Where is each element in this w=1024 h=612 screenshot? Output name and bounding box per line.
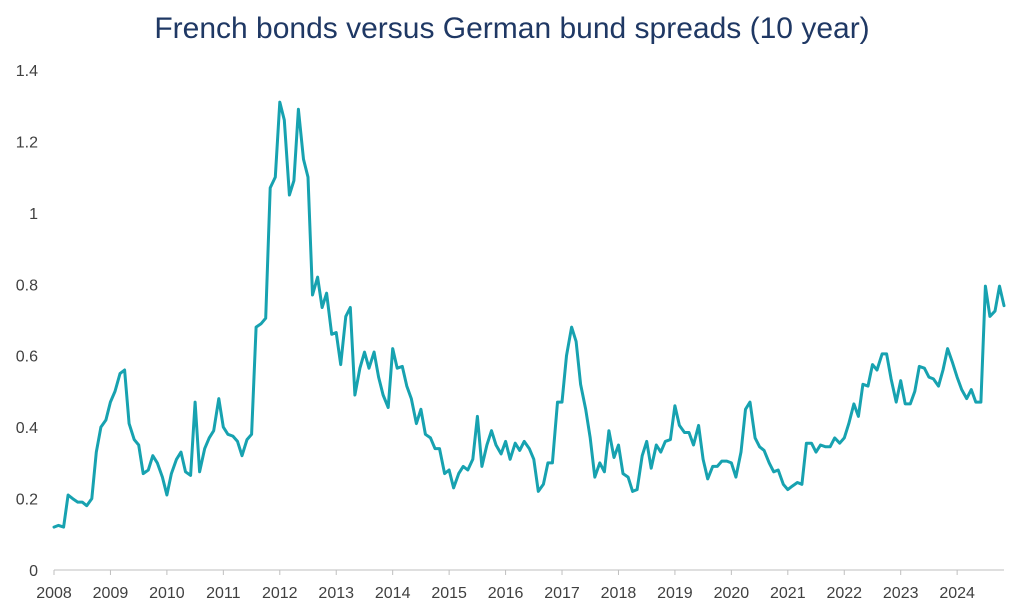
y-tick-label: 1.4 [16, 63, 38, 80]
x-tick-label: 2023 [883, 585, 919, 602]
x-tick-label: 2013 [318, 585, 354, 602]
y-tick-label: 0.6 [16, 349, 38, 366]
x-tick-label: 2018 [601, 585, 637, 602]
x-axis: 2008 2009 2010 2011 2012 2013 2014 2015 2016 2017… [36, 569, 1004, 602]
plot-area [52, 100, 1006, 529]
x-tick-label: 2019 [657, 585, 693, 602]
x-tick-label: 2015 [431, 585, 467, 602]
x-tick-label: 2020 [714, 585, 750, 602]
x-tick-label: 2010 [149, 585, 185, 602]
y-tick-label: 0.8 [16, 277, 38, 294]
y-tick-label: 0 [29, 563, 38, 580]
chart-title: French bonds versus German bund spreads … [154, 12, 870, 45]
y-tick-label: 1 [29, 206, 38, 223]
x-tick-label: 2011 [206, 585, 241, 602]
x-tick-label: 2021 [770, 585, 806, 602]
x-tick-label: 2017 [544, 585, 580, 602]
series-line [52, 100, 1006, 529]
y-tick-label: 1.2 [16, 134, 38, 151]
x-tick-label: 2024 [939, 585, 975, 602]
x-tick-label: 2016 [488, 585, 524, 602]
x-tick-label: 2009 [93, 585, 129, 602]
x-tick-label: 2008 [36, 585, 72, 602]
x-tick-label: 2014 [375, 585, 411, 602]
y-tick-label: 0.2 [16, 492, 38, 509]
y-axis: 0 0.2 0.4 0.6 0.8 1 1.2 1.4 [16, 63, 38, 580]
x-tick-label: 2012 [262, 585, 298, 602]
y-tick-label: 0.4 [16, 420, 38, 437]
x-tick-label: 2022 [826, 585, 862, 602]
